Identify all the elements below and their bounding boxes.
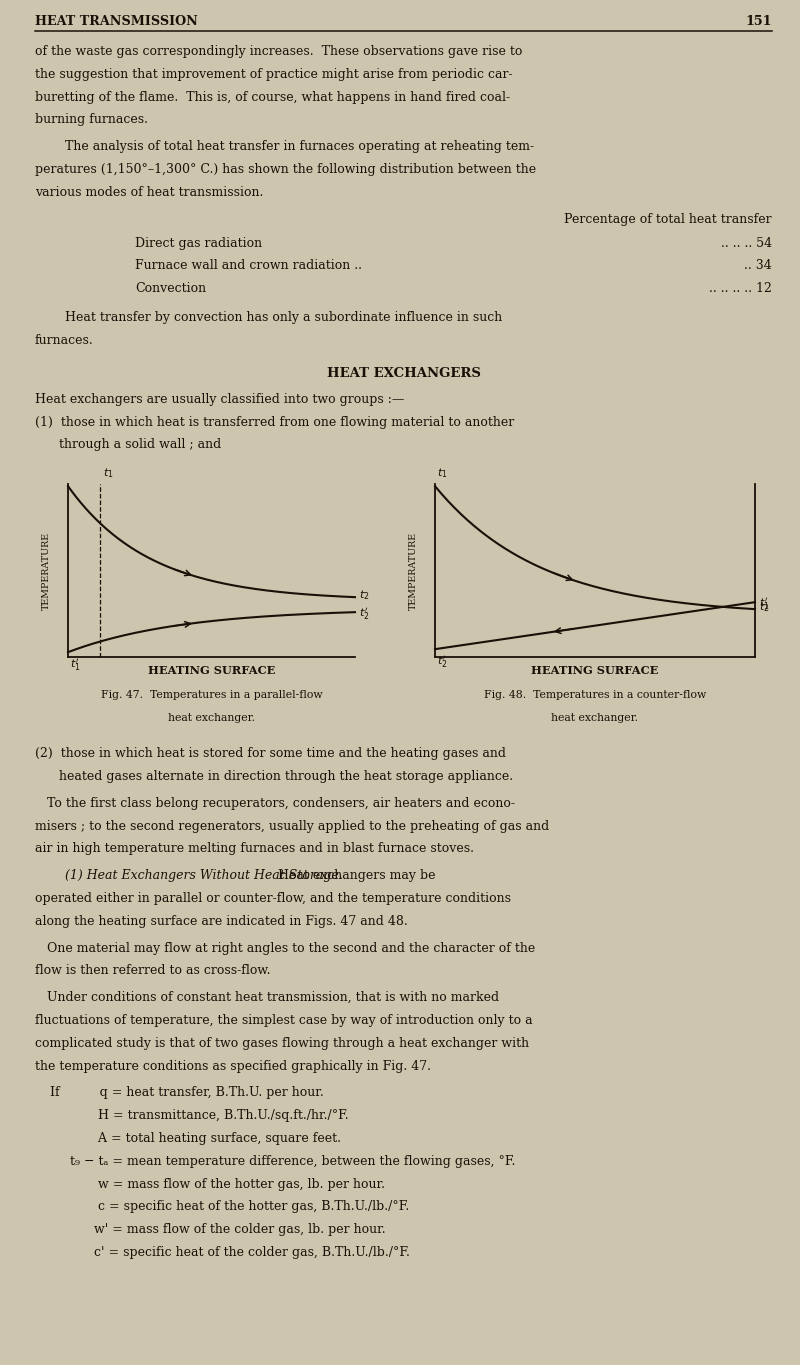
Text: The analysis of total heat transfer in furnaces operating at reheating tem-: The analysis of total heat transfer in f…	[65, 141, 534, 153]
Text: HEAT TRANSMISSION: HEAT TRANSMISSION	[35, 15, 198, 29]
Text: Heat exchangers may be: Heat exchangers may be	[270, 870, 435, 882]
Text: w = mass flow of the hotter gas, lb. per hour.: w = mass flow of the hotter gas, lb. per…	[50, 1178, 385, 1190]
Text: w' = mass flow of the colder gas, lb. per hour.: w' = mass flow of the colder gas, lb. pe…	[50, 1223, 386, 1237]
Text: complicated study is that of two gases flowing through a heat exchanger with: complicated study is that of two gases f…	[35, 1037, 529, 1050]
Text: peratures (1,150°–1,300° C.) has shown the following distribution between the: peratures (1,150°–1,300° C.) has shown t…	[35, 162, 536, 176]
Text: $t_2'$: $t_2'$	[437, 654, 447, 670]
Text: Under conditions of constant heat transmission, that is with no marked: Under conditions of constant heat transm…	[35, 991, 499, 1005]
Text: Heat exchangers are usually classified into two groups :—: Heat exchangers are usually classified i…	[35, 393, 404, 405]
Text: One material may flow at right angles to the second and the character of the: One material may flow at right angles to…	[35, 942, 535, 954]
Text: HEAT EXCHANGERS: HEAT EXCHANGERS	[326, 367, 481, 379]
Text: $t_2$: $t_2$	[759, 601, 770, 614]
Text: of the waste gas correspondingly increases.  These observations gave rise to: of the waste gas correspondingly increas…	[35, 45, 522, 57]
Text: through a solid wall ; and: through a solid wall ; and	[35, 438, 222, 452]
Text: $t_1$: $t_1$	[103, 467, 114, 480]
Text: $t_2$: $t_2$	[359, 588, 370, 602]
Text: (1) Heat Exchangers Without Heat Storage.: (1) Heat Exchangers Without Heat Storage…	[65, 870, 342, 882]
Text: (2)  those in which heat is stored for some time and the heating gases and: (2) those in which heat is stored for so…	[35, 747, 506, 760]
Text: Furnace wall and crown radiation ..: Furnace wall and crown radiation ..	[135, 259, 362, 273]
Text: misers ; to the second regenerators, usually applied to the preheating of gas an: misers ; to the second regenerators, usu…	[35, 819, 550, 833]
Text: heat exchanger.: heat exchanger.	[168, 713, 255, 723]
Text: TEMPERATURE: TEMPERATURE	[42, 531, 50, 610]
Text: Fig. 47.  Temperatures in a parallel-flow: Fig. 47. Temperatures in a parallel-flow	[101, 691, 322, 700]
Text: various modes of heat transmission.: various modes of heat transmission.	[35, 186, 263, 199]
Text: c' = specific heat of the colder gas, B.Th.U./lb./°F.: c' = specific heat of the colder gas, B.…	[50, 1246, 410, 1259]
Text: $t_1'$: $t_1'$	[70, 657, 81, 673]
Text: the suggestion that improvement of practice might arise from periodic car-: the suggestion that improvement of pract…	[35, 68, 513, 81]
Text: .. .. .. 54: .. .. .. 54	[721, 236, 772, 250]
Text: Direct gas radiation: Direct gas radiation	[135, 236, 262, 250]
Text: A = total heating surface, square feet.: A = total heating surface, square feet.	[50, 1132, 341, 1145]
Text: 151: 151	[746, 15, 772, 29]
Text: Fig. 48.  Temperatures in a counter-flow: Fig. 48. Temperatures in a counter-flow	[484, 691, 706, 700]
Text: the temperature conditions as specified graphically in Fig. 47.: the temperature conditions as specified …	[35, 1059, 431, 1073]
Text: burning furnaces.: burning furnaces.	[35, 113, 148, 127]
Text: furnaces.: furnaces.	[35, 333, 94, 347]
Text: Convection: Convection	[135, 283, 206, 295]
Text: along the heating surface are indicated in Figs. 47 and 48.: along the heating surface are indicated …	[35, 915, 408, 928]
Text: $t_1'$: $t_1'$	[759, 597, 770, 612]
Text: flow is then referred to as cross-flow.: flow is then referred to as cross-flow.	[35, 964, 270, 977]
Text: HEATING SURFACE: HEATING SURFACE	[531, 665, 658, 676]
Text: H = transmittance, B.Th.U./sq.ft./hr./°F.: H = transmittance, B.Th.U./sq.ft./hr./°F…	[50, 1110, 349, 1122]
Text: air in high temperature melting furnaces and in blast furnace stoves.: air in high temperature melting furnaces…	[35, 842, 474, 856]
Text: If          q = heat transfer, B.Th.U. per hour.: If q = heat transfer, B.Th.U. per hour.	[50, 1087, 324, 1099]
Text: t₉ − tₐ = mean temperature difference, between the flowing gases, °F.: t₉ − tₐ = mean temperature difference, b…	[50, 1155, 515, 1168]
Text: buretting of the flame.  This is, of course, what happens in hand fired coal-: buretting of the flame. This is, of cour…	[35, 90, 510, 104]
Text: HEATING SURFACE: HEATING SURFACE	[148, 665, 275, 676]
Text: .. 34: .. 34	[744, 259, 772, 273]
Text: To the first class belong recuperators, condensers, air heaters and econo-: To the first class belong recuperators, …	[35, 797, 515, 809]
Text: $t_2'$: $t_2'$	[359, 606, 370, 622]
Text: heated gases alternate in direction through the heat storage appliance.: heated gases alternate in direction thro…	[35, 770, 513, 784]
Text: Heat transfer by convection has only a subordinate influence in such: Heat transfer by convection has only a s…	[65, 311, 502, 324]
Text: .. .. .. .. 12: .. .. .. .. 12	[709, 283, 772, 295]
Text: $t_1$: $t_1$	[437, 467, 447, 480]
Text: c = specific heat of the hotter gas, B.Th.U./lb./°F.: c = specific heat of the hotter gas, B.T…	[50, 1200, 410, 1213]
Text: heat exchanger.: heat exchanger.	[551, 713, 638, 723]
Text: TEMPERATURE: TEMPERATURE	[409, 531, 418, 610]
Text: Percentage of total heat transfer: Percentage of total heat transfer	[564, 213, 772, 225]
Text: operated either in parallel or counter-flow, and the temperature conditions: operated either in parallel or counter-f…	[35, 891, 511, 905]
Text: fluctuations of temperature, the simplest case by way of introduction only to a: fluctuations of temperature, the simples…	[35, 1014, 533, 1026]
Text: (1)  those in which heat is transferred from one flowing material to another: (1) those in which heat is transferred f…	[35, 415, 514, 429]
